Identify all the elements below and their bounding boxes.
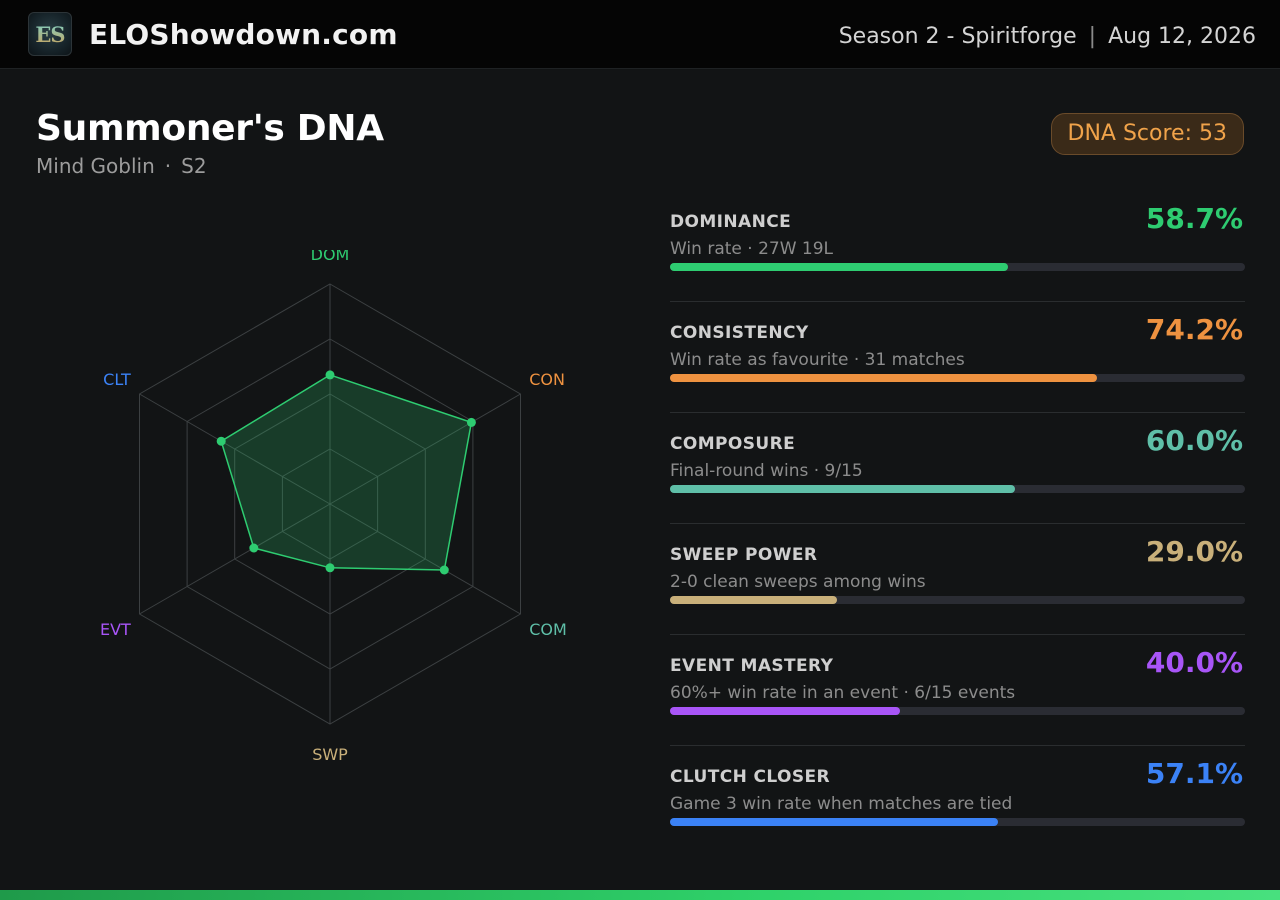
- metric-divider: [670, 523, 1245, 524]
- page-subtitle: Mind Goblin · S2: [36, 154, 207, 178]
- radar-data-point: [249, 543, 259, 553]
- radar-axis-label: CLT: [103, 370, 131, 389]
- season-info: Season 2 - Spiritforge | Aug 12, 2026: [839, 24, 1256, 49]
- metric-value: 29.0%: [1145, 535, 1243, 568]
- metric-bar-fill: [670, 818, 999, 826]
- metric-description: Win rate as favourite · 31 matches: [670, 350, 965, 370]
- date-label: Aug 12, 2026: [1108, 24, 1256, 49]
- site-name[interactable]: ELOShowdown.com: [89, 18, 398, 51]
- top-bar: ES ELOShowdown.com Season 2 - Spiritforg…: [0, 0, 1280, 69]
- radar-axis-line: [139, 393, 331, 505]
- radar-data-area: [220, 374, 473, 571]
- logo-text: ES: [35, 21, 65, 47]
- radar-axis-line: [329, 503, 521, 615]
- season-label: Season 2 - Spiritforge: [838, 24, 1077, 49]
- metric-description: Win rate · 27W 19L: [670, 239, 834, 259]
- bottom-accent-bar: [0, 890, 1280, 900]
- metric-bar-track: [670, 374, 1245, 382]
- metric-description: 2-0 clean sweeps among wins: [670, 572, 926, 592]
- metric-bar-fill: [670, 263, 1008, 271]
- season-short: S2: [181, 154, 207, 178]
- metric-row: COMPOSURE Final-round wins · 9/15 60.0%: [670, 412, 1245, 545]
- radar-data-point: [466, 417, 476, 427]
- metric-name: SWEEP POWER: [670, 545, 818, 565]
- metric-row: EVENT MASTERY 60%+ win rate in an event ·…: [670, 634, 1245, 767]
- metric-bar-track: [670, 707, 1245, 715]
- metric-value: 40.0%: [1145, 646, 1243, 679]
- metric-row: CONSISTENCY Win rate as favourite · 31 ma…: [670, 301, 1245, 434]
- metric-divider: [670, 634, 1245, 635]
- metric-bar-track: [670, 818, 1245, 826]
- metric-divider: [670, 745, 1245, 746]
- metric-bar-fill: [670, 707, 900, 715]
- radar-axis-label: CON: [529, 370, 565, 389]
- radar-data-point: [216, 436, 226, 446]
- site-logo[interactable]: ES: [28, 12, 72, 56]
- metric-name: CLUTCH CLOSER: [670, 767, 831, 787]
- metric-bar-track: [670, 485, 1245, 493]
- radar-data-point: [325, 370, 335, 380]
- metric-bar-fill: [670, 374, 1097, 382]
- season-separator: |: [1088, 24, 1097, 49]
- metric-name: DOMINANCE: [670, 212, 792, 232]
- metric-description: Game 3 win rate when matches are tied: [670, 794, 1013, 814]
- radar-axis-line: [329, 393, 521, 505]
- radar-axis-label: COM: [529, 620, 567, 639]
- metric-row: SWEEP POWER 2-0 clean sweeps among wins 29…: [670, 523, 1245, 656]
- metric-value: 58.7%: [1145, 202, 1243, 235]
- metric-value: 57.1%: [1145, 757, 1243, 790]
- dna-score-badge: DNA Score: 53: [1050, 113, 1244, 155]
- radar-data-point: [325, 563, 335, 573]
- metric-divider: [670, 412, 1245, 413]
- metric-value: 74.2%: [1145, 313, 1243, 346]
- metric-row: CLUTCH CLOSER Game 3 win rate when matche…: [670, 745, 1245, 878]
- player-name: Mind Goblin: [36, 154, 155, 178]
- radar-axis-label: DOM: [311, 250, 350, 264]
- metric-description: 60%+ win rate in an event · 6/15 events: [670, 683, 1016, 703]
- radar-data-point: [439, 565, 449, 575]
- metric-name: CONSISTENCY: [670, 323, 809, 343]
- radar-axis-label: SWP: [312, 745, 348, 764]
- metric-description: Final-round wins · 9/15: [670, 461, 863, 481]
- radar-axis-label: EVT: [100, 620, 131, 639]
- metric-name: EVENT MASTERY: [670, 656, 834, 676]
- metric-name: COMPOSURE: [670, 434, 796, 454]
- metric-bar-fill: [670, 485, 1015, 493]
- subtitle-dot: ·: [164, 154, 172, 178]
- metric-row: DOMINANCE Win rate · 27W 19L 58.7%: [670, 202, 1245, 323]
- metric-value: 60.0%: [1145, 424, 1243, 457]
- radar-chart: DOM CON COM SWP EVT CLT: [100, 250, 567, 764]
- metric-divider: [670, 301, 1245, 302]
- radar-axis-line: [139, 503, 331, 615]
- metric-bar-track: [670, 263, 1245, 271]
- metric-bar-track: [670, 596, 1245, 604]
- page-title: Summoner's DNA: [36, 108, 384, 149]
- metric-bar-fill: [670, 596, 837, 604]
